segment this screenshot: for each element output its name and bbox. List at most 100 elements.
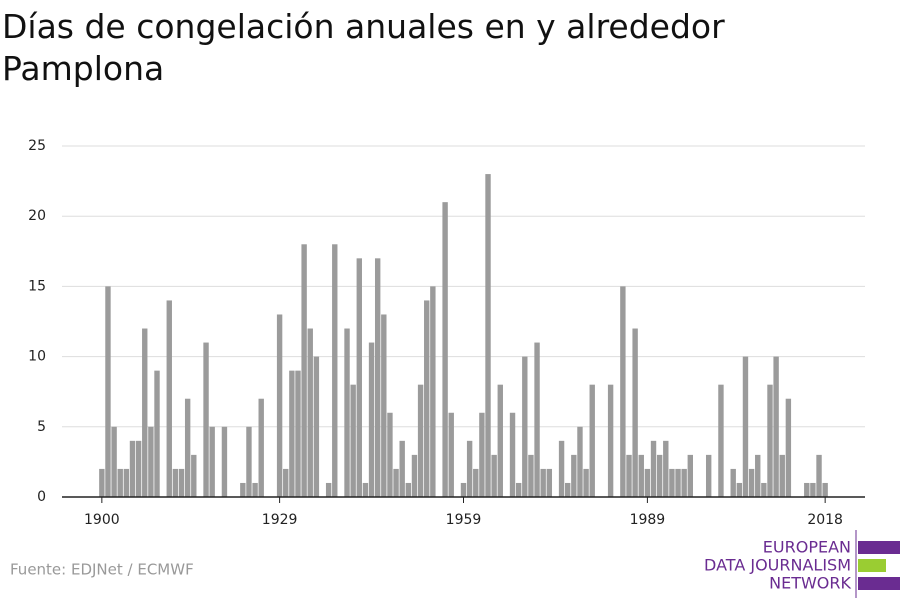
bar [632,328,638,497]
y-tick-label: 15 [28,278,46,294]
bar [221,426,228,497]
bar [387,412,393,497]
bar [417,384,424,497]
bar [405,482,412,497]
y-tick-label: 20 [28,208,46,224]
bar [748,468,755,497]
bar [785,398,792,497]
bar [522,356,528,497]
bar [663,440,669,497]
bar [822,482,828,497]
bar [117,468,123,497]
x-tick-label: 1959 [446,512,482,528]
bar [129,440,136,497]
bar [295,370,301,497]
x-tick-label: 1900 [84,512,120,528]
bar [773,356,779,497]
bar [742,356,749,497]
bar [767,384,773,497]
bar [479,412,485,497]
bar [430,286,436,497]
bar [448,412,454,497]
y-tick-label: 0 [37,489,46,505]
bar [485,174,491,497]
bar [258,398,264,497]
bar [307,328,313,497]
bar [209,426,215,497]
bar [99,468,105,497]
bar [325,482,332,497]
source: Fuente: EDJNet / ECMWF [10,561,194,579]
bar [730,468,736,497]
bar [289,370,295,497]
y-tick-label: 5 [37,419,46,435]
bar [779,454,785,497]
bar [203,342,209,497]
bar [583,468,589,497]
logo-text: EUROPEAN [763,538,851,557]
bar [650,440,657,497]
bar [424,300,430,497]
bar [497,384,503,497]
x-tick-label: 1929 [262,512,298,528]
bar [350,384,356,497]
bar [607,384,614,497]
logo-text: DATA JOURNALISM [704,556,851,575]
bar [491,454,497,497]
x-tick-label: 1989 [630,512,666,528]
bar [626,454,632,497]
bar [669,468,675,497]
bar [540,468,546,497]
logo-text: NETWORK [769,574,851,593]
bar [301,244,307,497]
x-tick-label: 2018 [807,512,843,528]
bar [172,468,179,497]
bar [393,468,399,497]
bar [681,468,687,497]
bar [356,258,362,497]
bar [577,426,583,497]
bar [638,454,644,497]
bar [589,384,595,497]
bar [515,482,522,497]
bar [374,258,381,497]
bar [736,482,743,497]
bar [675,468,681,497]
bar [381,314,387,497]
bar [178,468,185,497]
bar [123,468,130,497]
bar [473,468,479,497]
bar [565,482,571,497]
chart-title: Días de congelación anuales en y alreded… [2,7,725,88]
bar [368,342,375,497]
bar [148,426,154,497]
bar [135,440,142,497]
bar [810,482,816,497]
bar [313,356,320,497]
bar [191,454,197,497]
bar [656,454,663,497]
bar [411,454,418,497]
logo-bar [858,577,900,590]
bar [111,426,117,497]
bar [283,468,289,497]
bar [142,328,148,497]
bar [362,482,369,497]
y-tick-label: 25 [28,138,46,154]
bar [399,440,405,497]
bar [761,482,767,497]
bar [755,454,761,497]
bar [620,286,626,497]
bar [644,468,651,497]
bar [466,440,473,497]
bar [718,384,724,497]
bar [687,454,693,497]
logo-bar [858,559,886,572]
logo-bar [858,541,900,554]
bar [460,482,467,497]
bar [154,370,160,497]
bar [558,440,565,497]
bar [246,426,252,497]
y-tick-label: 10 [28,349,46,365]
bar [705,454,712,497]
